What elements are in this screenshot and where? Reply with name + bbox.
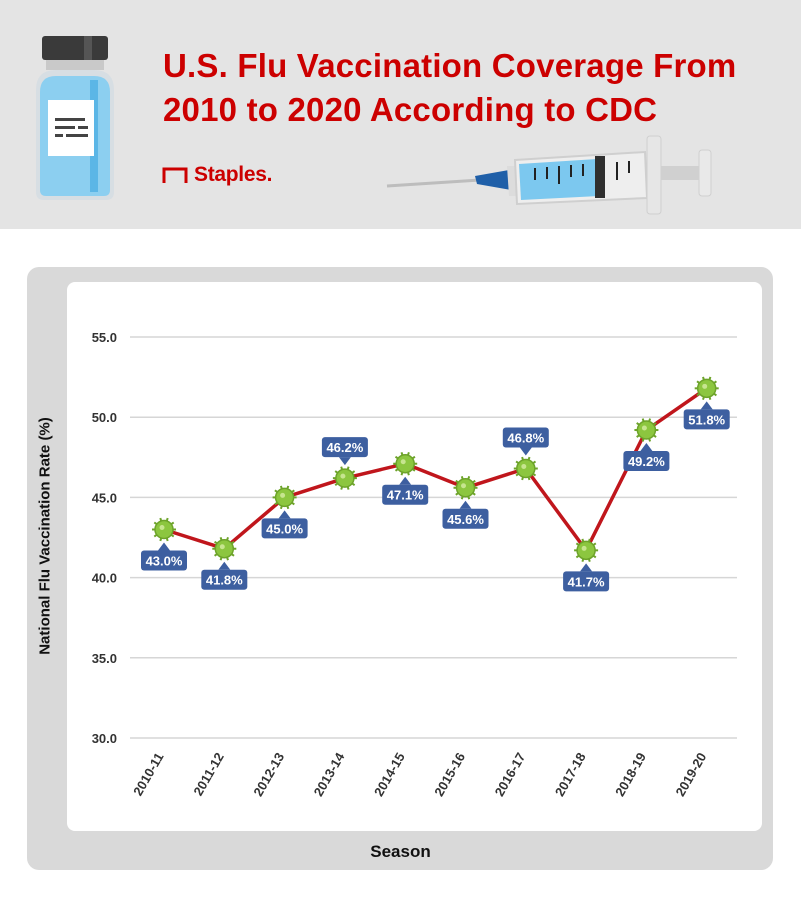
y-tick-label: 40.0: [92, 571, 117, 586]
staples-logo-icon: [162, 167, 188, 183]
data-label-pointer: [218, 561, 231, 570]
y-tick-label: 35.0: [92, 651, 117, 666]
data-label: 45.6%: [447, 512, 484, 527]
data-label-box: [201, 569, 248, 590]
virus-marker-icon: [332, 466, 357, 490]
data-label: 51.8%: [688, 412, 725, 427]
data-label-box: [442, 508, 489, 529]
data-label-pointer: [338, 457, 351, 466]
y-tick-label: 30.0: [92, 731, 117, 746]
x-tick-label: 2014-15: [371, 750, 408, 799]
x-tick-label: 2016-17: [492, 750, 529, 799]
x-tick-label: 2017-18: [552, 750, 589, 799]
y-tick-label: 50.0: [92, 410, 117, 425]
data-label-pointer: [640, 443, 653, 452]
syringe-icon: [386, 135, 712, 215]
x-tick-label: 2011-12: [190, 750, 226, 798]
x-tick-label: 2012-13: [250, 750, 287, 799]
y-tick-label: 55.0: [92, 330, 117, 345]
y-tick-label: 45.0: [92, 490, 117, 505]
data-label-box: [141, 550, 187, 571]
data-label-box: [382, 484, 429, 505]
virus-marker-icon: [152, 517, 176, 542]
brand: Staples.: [162, 162, 272, 188]
data-label: 46.8%: [507, 431, 544, 446]
data-label: 46.2%: [326, 440, 363, 455]
data-label: 41.7%: [568, 574, 605, 589]
data-label-box: [623, 451, 670, 472]
data-label: 45.0%: [266, 521, 303, 536]
data-label-pointer: [399, 476, 412, 485]
data-label-pointer: [700, 401, 713, 410]
data-label: 41.8%: [206, 573, 243, 588]
x-tick-label: 2013-14: [311, 749, 348, 798]
data-label-pointer: [459, 500, 472, 509]
data-label-pointer: [278, 510, 291, 519]
virus-marker-icon: [574, 538, 599, 563]
data-label: 49.2%: [628, 454, 665, 469]
x-tick-label: 2010-11: [130, 750, 166, 798]
header-banner: U.S. Flu Vaccination Coverage From 2010 …: [0, 0, 801, 229]
data-label: 43.0%: [146, 553, 183, 568]
page-title: U.S. Flu Vaccination Coverage From 2010 …: [163, 47, 737, 128]
x-tick-label: 2015-16: [431, 750, 468, 799]
virus-marker-icon: [453, 476, 478, 500]
x-tick-label: 2019-20: [672, 750, 709, 799]
data-label-pointer: [158, 542, 170, 551]
y-axis-title-text: National Flu Vaccination Rate (%): [36, 417, 54, 655]
data-label: 47.1%: [387, 488, 424, 503]
virus-marker-icon: [694, 376, 719, 401]
x-axis-title: Season: [370, 842, 431, 861]
data-label-box: [683, 409, 730, 430]
data-label-pointer: [580, 563, 593, 572]
virus-marker-icon: [393, 451, 418, 476]
series-line: [163, 386, 708, 553]
brand-name: Staples.: [194, 163, 273, 186]
virus-marker-icon: [272, 485, 297, 510]
virus-marker-icon: [634, 418, 659, 442]
virus-marker-icon: [212, 537, 237, 561]
data-label-pointer: [519, 447, 532, 456]
x-tick-label: 2018-19: [612, 750, 649, 799]
data-label-box: [321, 437, 368, 458]
data-label-box: [563, 571, 610, 592]
virus-marker-icon: [513, 456, 538, 481]
data-label-box: [261, 518, 308, 539]
vaccine-vial-icon: [36, 36, 114, 200]
data-label-box: [502, 427, 549, 448]
